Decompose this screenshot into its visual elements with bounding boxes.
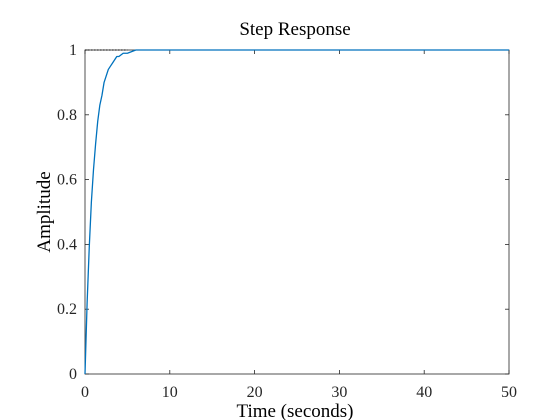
y-tick-label: 0.6 bbox=[57, 172, 77, 189]
x-tick-label: 20 bbox=[247, 384, 263, 401]
plot-area bbox=[84, 49, 510, 375]
x-axis-label: Time (seconds) bbox=[237, 401, 354, 420]
x-tick-label: 0 bbox=[81, 384, 89, 401]
x-axis-ticks: 0 10 20 30 40 50 bbox=[81, 50, 517, 401]
chart-marks bbox=[84, 49, 509, 375]
x-tick-label: 10 bbox=[162, 384, 178, 401]
y-tick-label: 1 bbox=[69, 42, 77, 59]
y-tick-label: 0 bbox=[69, 366, 77, 383]
chart-title: Step Response bbox=[239, 19, 350, 40]
x-tick-label: 50 bbox=[501, 384, 517, 401]
x-tick-label: 40 bbox=[416, 384, 432, 401]
y-tick-label: 0.4 bbox=[57, 236, 77, 253]
x-tick-label: 30 bbox=[331, 384, 347, 401]
y-tick-label: 0.8 bbox=[57, 107, 77, 124]
y-axis-label: Amplitude bbox=[34, 171, 55, 252]
y-tick-label: 0.2 bbox=[57, 301, 77, 318]
y-axis-ticks: 0 0.2 0.4 0.6 0.8 1 bbox=[57, 42, 509, 383]
step-response-line bbox=[84, 49, 509, 375]
